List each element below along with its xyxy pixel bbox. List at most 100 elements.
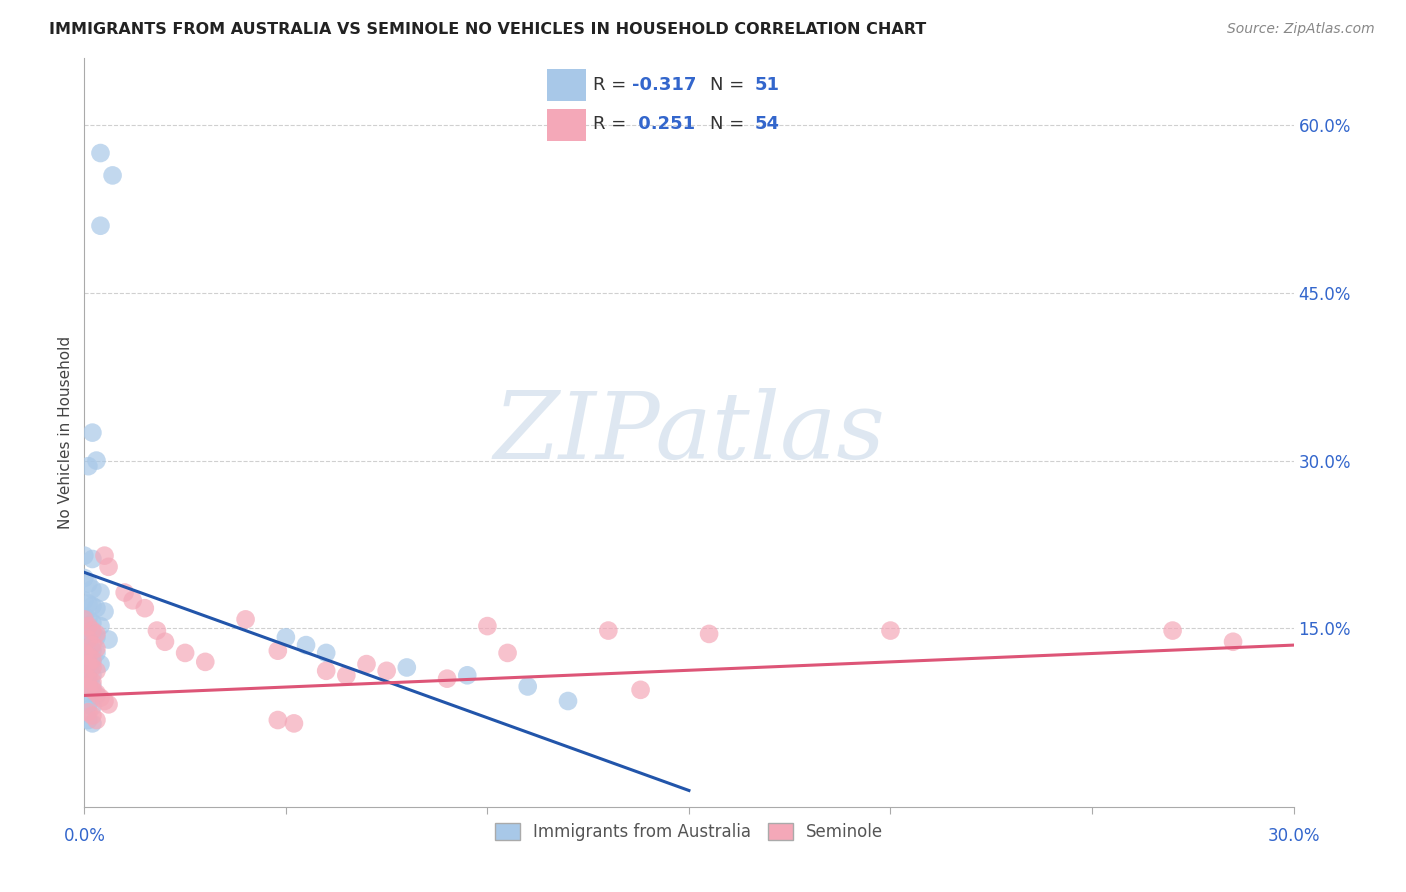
Point — [82, 643, 104, 657]
Point — [86, 646, 108, 660]
Point — [73, 610, 96, 624]
Text: 54: 54 — [755, 115, 779, 133]
Point — [82, 716, 104, 731]
Point — [77, 698, 100, 712]
Point — [89, 690, 111, 705]
Point — [1222, 634, 1244, 648]
Point — [82, 660, 104, 674]
Point — [315, 646, 337, 660]
Point — [77, 705, 100, 719]
Point — [77, 666, 100, 681]
Point — [295, 638, 318, 652]
Text: 0.0%: 0.0% — [63, 828, 105, 846]
Point — [77, 713, 100, 727]
Point — [89, 657, 111, 672]
Point — [283, 716, 305, 731]
Point — [82, 582, 104, 597]
Legend: Immigrants from Australia, Seminole: Immigrants from Australia, Seminole — [488, 816, 890, 847]
Point — [436, 672, 458, 686]
Text: R =: R = — [593, 77, 627, 95]
Point — [77, 657, 100, 672]
Point — [375, 664, 398, 678]
Point — [82, 699, 104, 714]
Point — [82, 653, 104, 667]
Point — [73, 675, 96, 690]
Point — [89, 146, 111, 161]
Point — [73, 571, 96, 585]
Text: ZIPatlas: ZIPatlas — [494, 388, 884, 477]
Point — [82, 638, 104, 652]
Point — [121, 593, 143, 607]
Point — [86, 641, 108, 656]
Text: 30.0%: 30.0% — [1267, 828, 1320, 846]
Text: Source: ZipAtlas.com: Source: ZipAtlas.com — [1227, 22, 1375, 37]
Point — [82, 624, 104, 638]
Point — [557, 694, 579, 708]
Point — [395, 660, 418, 674]
Point — [82, 682, 104, 697]
Text: N =: N = — [710, 77, 745, 95]
Point — [82, 675, 104, 690]
Point — [77, 597, 100, 611]
Point — [82, 615, 104, 630]
Text: 51: 51 — [755, 77, 779, 95]
Point — [97, 632, 120, 647]
Point — [77, 649, 100, 664]
Point — [97, 559, 120, 574]
Point — [77, 619, 100, 633]
Point — [82, 552, 104, 566]
Point — [86, 601, 108, 615]
Point — [86, 627, 108, 641]
Point — [516, 680, 538, 694]
Point — [77, 632, 100, 647]
Point — [697, 627, 720, 641]
Text: IMMIGRANTS FROM AUSTRALIA VS SEMINOLE NO VEHICLES IN HOUSEHOLD CORRELATION CHART: IMMIGRANTS FROM AUSTRALIA VS SEMINOLE NO… — [49, 22, 927, 37]
Point — [77, 576, 100, 591]
Point — [93, 694, 115, 708]
Point — [496, 646, 519, 660]
Point — [335, 668, 357, 682]
Point — [356, 657, 378, 672]
Point — [93, 605, 115, 619]
Point — [1161, 624, 1184, 638]
Point — [456, 668, 478, 682]
Text: 0.251: 0.251 — [633, 115, 696, 133]
Point — [235, 612, 257, 626]
FancyBboxPatch shape — [547, 109, 585, 141]
Point — [82, 655, 104, 669]
Point — [174, 646, 197, 660]
Point — [101, 169, 124, 183]
Point — [77, 680, 100, 694]
Text: -0.317: -0.317 — [633, 77, 697, 95]
Point — [194, 655, 217, 669]
Point — [630, 682, 652, 697]
Text: N =: N = — [710, 115, 745, 133]
Text: R =: R = — [593, 115, 627, 133]
Point — [267, 643, 290, 657]
Point — [879, 624, 901, 638]
Point — [86, 630, 108, 644]
Point — [77, 672, 100, 686]
Point — [134, 601, 156, 615]
Point — [77, 686, 100, 700]
Y-axis label: No Vehicles in Household: No Vehicles in Household — [58, 336, 73, 529]
Point — [82, 599, 104, 613]
Point — [93, 549, 115, 563]
Point — [73, 612, 96, 626]
Point — [77, 612, 100, 626]
Point — [77, 624, 100, 638]
Point — [82, 668, 104, 682]
Point — [598, 624, 620, 638]
Point — [86, 664, 108, 678]
Point — [86, 686, 108, 700]
Point — [89, 619, 111, 633]
Point — [73, 593, 96, 607]
Point — [82, 425, 104, 440]
Point — [86, 453, 108, 467]
Point — [82, 708, 104, 723]
Point — [73, 549, 96, 563]
Point — [73, 664, 96, 678]
Point — [146, 624, 169, 638]
Point — [77, 653, 100, 667]
Point — [77, 459, 100, 474]
